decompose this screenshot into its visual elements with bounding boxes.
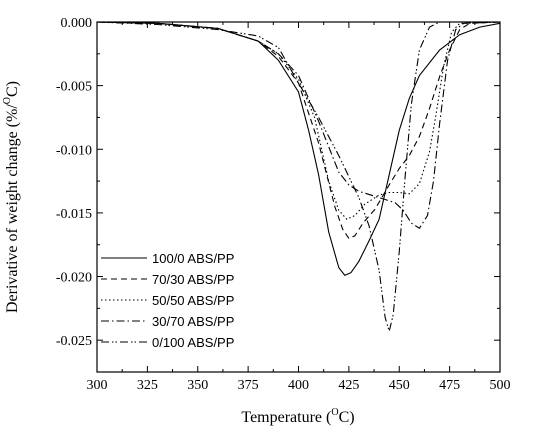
legend-label-3: 50/50 ABS/PP xyxy=(152,293,234,308)
series-line-3 xyxy=(97,22,500,220)
series-line-4 xyxy=(97,22,500,229)
x-tick-label: 475 xyxy=(439,378,460,393)
legend-label-4: 30/70 ABS/PP xyxy=(152,314,234,329)
series-line-2 xyxy=(97,22,500,240)
x-tick-label: 375 xyxy=(238,378,259,393)
x-axis-title: Temperature (OC) xyxy=(241,407,354,426)
y-tick-label: -0.010 xyxy=(56,143,92,158)
legend-label-5: 0/100 ABS/PP xyxy=(152,335,234,350)
y-tick-label: -0.025 xyxy=(56,334,92,349)
x-tick-label: 500 xyxy=(490,378,511,393)
y-axis-title: Derivative of weight change (%/OC) xyxy=(2,81,21,313)
y-tick-label: 0.000 xyxy=(61,16,93,31)
x-tick-label: 300 xyxy=(87,378,108,393)
x-tick-label: 450 xyxy=(389,378,410,393)
x-tick-label: 350 xyxy=(187,378,208,393)
x-tick-label: 400 xyxy=(288,378,309,393)
series-line-1 xyxy=(97,22,500,276)
x-tick-label: 325 xyxy=(137,378,158,393)
y-tick-label: -0.005 xyxy=(56,80,92,95)
x-tick-label: 425 xyxy=(338,378,359,393)
legend-label-1: 100/0 ABS/PP xyxy=(152,251,234,266)
y-tick-label: -0.015 xyxy=(56,207,92,222)
legend-label-2: 70/30 ABS/PP xyxy=(152,272,234,287)
y-tick-label: -0.020 xyxy=(56,271,92,286)
